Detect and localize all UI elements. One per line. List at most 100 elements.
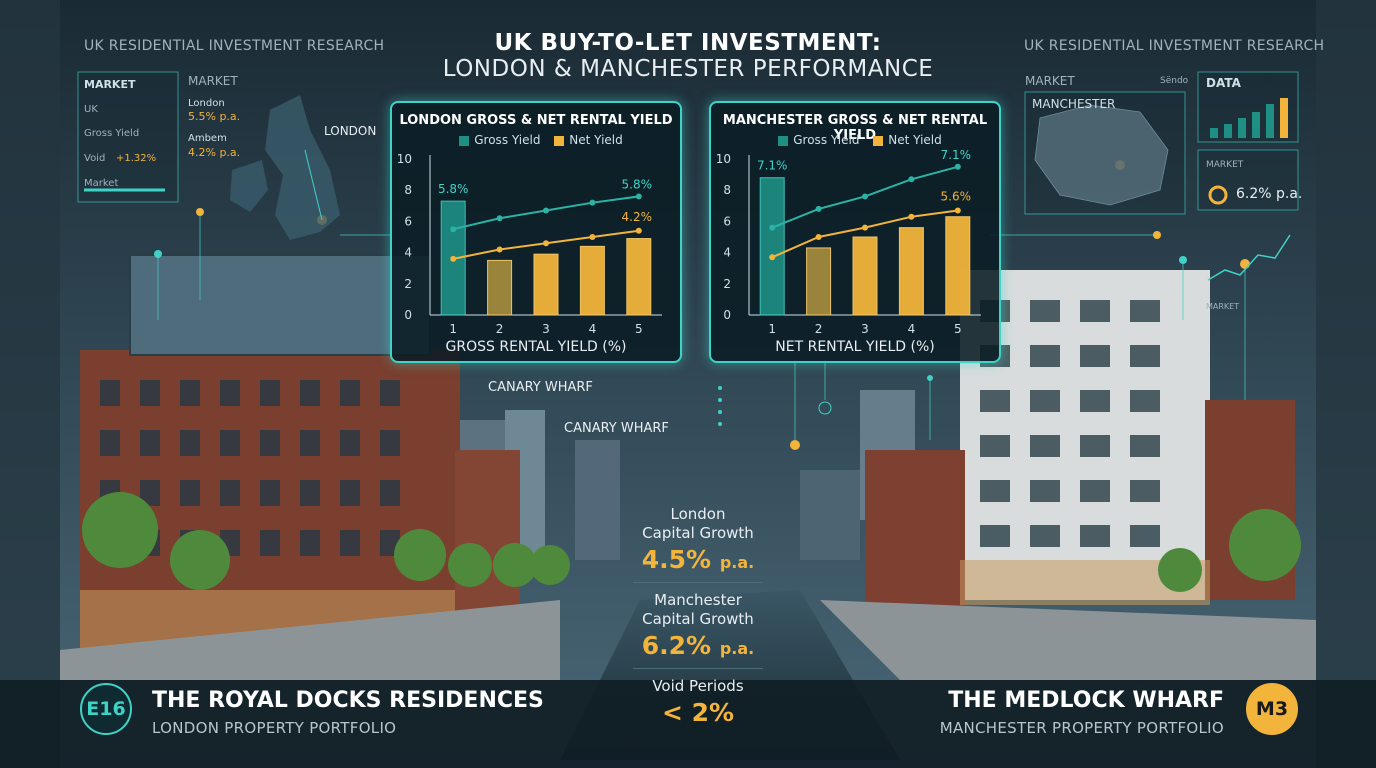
yield-bar bbox=[852, 236, 878, 316]
left-city2-value: 4.2% p.a. bbox=[188, 146, 241, 159]
right-tag: Sëndo bbox=[1160, 76, 1189, 86]
legend-gross: Gross Yield bbox=[474, 133, 541, 147]
x-tick-label: 4 bbox=[589, 322, 597, 336]
london-growth-value: 4.5% p.a. bbox=[641, 545, 755, 574]
left-market2-label: MARKET bbox=[188, 74, 238, 88]
y-tick-label: 6 bbox=[723, 214, 731, 228]
right-market-label: MARKET bbox=[1025, 74, 1075, 88]
y-tick-label: 0 bbox=[404, 308, 412, 322]
stats-divider bbox=[633, 668, 763, 669]
stats-divider bbox=[633, 582, 763, 583]
gross-yield-point bbox=[589, 199, 596, 206]
net-end-label: 5.6% bbox=[941, 189, 972, 203]
legend-net: Net Yield bbox=[569, 133, 623, 147]
chart-xlabel: GROSS RENTAL YIELD (%) bbox=[445, 339, 627, 355]
bar-data-label: 5.8% bbox=[438, 182, 469, 196]
yield-bar bbox=[626, 238, 652, 316]
gross-yield-point bbox=[496, 215, 503, 222]
y-tick-label: 2 bbox=[723, 277, 731, 291]
chart-legend: Gross Yield Net Yield bbox=[711, 133, 999, 147]
x-tick-label: 1 bbox=[449, 322, 457, 336]
void-periods-label: Void Periods bbox=[652, 677, 744, 695]
gross-yield-point bbox=[769, 224, 776, 231]
y-tick-label: 10 bbox=[716, 152, 731, 166]
left-row-market: Market bbox=[84, 178, 119, 189]
net-yield-point bbox=[496, 246, 503, 253]
yield-bar bbox=[945, 216, 971, 316]
yield-bar bbox=[487, 259, 513, 316]
right-market2-value: 6.2% p.a. bbox=[1236, 186, 1303, 202]
y-tick-label: 10 bbox=[397, 152, 412, 166]
right-property-name: THE MEDLOCK WHARF bbox=[948, 688, 1224, 713]
stats-column: London Capital Growth 4.5% p.a. Mancheste… bbox=[612, 505, 784, 727]
gross-yield-point bbox=[908, 176, 915, 183]
net-end-label: 4.2% bbox=[622, 210, 653, 224]
net-yield-point bbox=[815, 234, 822, 240]
y-tick-label: 8 bbox=[723, 183, 731, 197]
left-row-void: Void bbox=[84, 153, 106, 164]
chart-xlabel: NET RENTAL YIELD (%) bbox=[775, 339, 935, 355]
left-row-void-value: +1.32% bbox=[116, 153, 157, 164]
map-label-london: LONDON bbox=[324, 124, 377, 138]
right-property: THE MEDLOCK WHARF MANCHESTER PROPERTY PO… bbox=[940, 688, 1224, 737]
yield-bar bbox=[533, 253, 559, 316]
y-tick-label: 2 bbox=[404, 277, 412, 291]
x-tick-label: 3 bbox=[542, 322, 550, 336]
left-city2: Ambem bbox=[188, 133, 227, 144]
page-title-line1: UK BUY-TO-LET INVESTMENT: bbox=[494, 30, 882, 56]
place-label-canary-wharf: CANARY WHARF bbox=[488, 380, 593, 395]
yield-bar bbox=[898, 227, 924, 316]
yield-bar bbox=[806, 247, 832, 316]
page-title-line2: LONDON & MANCHESTER PERFORMANCE bbox=[442, 56, 934, 82]
badge-m3: M3 bbox=[1246, 683, 1298, 735]
legend-swatch-net bbox=[554, 135, 565, 146]
x-tick-label: 2 bbox=[815, 322, 823, 336]
gross-yield-point bbox=[954, 163, 961, 170]
badge-e16: E16 bbox=[80, 683, 132, 735]
net-yield-point bbox=[769, 254, 776, 261]
left-research-label: UK RESIDENTIAL INVESTMENT RESEARCH bbox=[84, 38, 385, 54]
void-periods-value: < 2% bbox=[661, 698, 735, 727]
net-yield-point bbox=[635, 227, 642, 234]
yield-bar bbox=[759, 177, 785, 316]
right-market2-label: MARKET bbox=[1206, 160, 1244, 170]
x-tick-label: 1 bbox=[768, 322, 776, 336]
net-yield-point bbox=[450, 255, 457, 262]
legend-swatch-gross bbox=[459, 135, 470, 146]
legend-swatch-net bbox=[873, 135, 884, 146]
gross-yield-point bbox=[543, 207, 549, 214]
right-property-subtitle: MANCHESTER PROPERTY PORTFOLIO bbox=[939, 719, 1224, 737]
legend-gross: Gross Yield bbox=[793, 133, 860, 147]
right-data-label: DATA bbox=[1206, 76, 1241, 90]
x-tick-label: 5 bbox=[954, 322, 962, 336]
left-row-gross: Gross Yield bbox=[84, 128, 140, 139]
manchester-yield-chart: MANCHESTER GROSS & NET RENTAL YIELD Gros… bbox=[709, 101, 1001, 363]
gross-yield-point bbox=[450, 226, 457, 233]
chart-legend: Gross Yield Net Yield bbox=[392, 133, 680, 147]
y-tick-label: 6 bbox=[404, 214, 412, 228]
left-property-subtitle: LONDON PROPERTY PORTFOLIO bbox=[152, 719, 397, 737]
chart-title: MANCHESTER GROSS & NET RENTAL YIELD bbox=[722, 113, 988, 143]
right-research-label: UK RESIDENTIAL INVESTMENT RESEARCH bbox=[1024, 38, 1325, 54]
gross-yield-point bbox=[815, 205, 822, 212]
y-tick-label: 0 bbox=[723, 308, 731, 322]
gross-end-label: 5.8% bbox=[622, 177, 653, 191]
x-tick-label: 3 bbox=[861, 322, 869, 336]
bar-data-label: 7.1% bbox=[757, 159, 788, 173]
net-yield-point bbox=[589, 234, 596, 240]
left-city1: London bbox=[188, 98, 225, 109]
x-tick-label: 5 bbox=[635, 322, 643, 336]
gross-yield-point bbox=[862, 193, 868, 200]
yield-bar bbox=[579, 245, 605, 316]
y-tick-label: 8 bbox=[404, 183, 412, 197]
y-tick-label: 4 bbox=[404, 246, 412, 260]
gross-yield-point bbox=[635, 193, 642, 200]
chart-title: LONDON GROSS & NET RENTAL YIELD bbox=[399, 113, 673, 128]
left-city1-value: 5.5% p.a. bbox=[188, 110, 241, 123]
manchester-growth-value: 6.2% p.a. bbox=[641, 631, 755, 660]
gross-end-label: 7.1% bbox=[941, 148, 972, 162]
left-property: THE ROYAL DOCKS RESIDENCES LONDON PROPER… bbox=[152, 688, 544, 737]
